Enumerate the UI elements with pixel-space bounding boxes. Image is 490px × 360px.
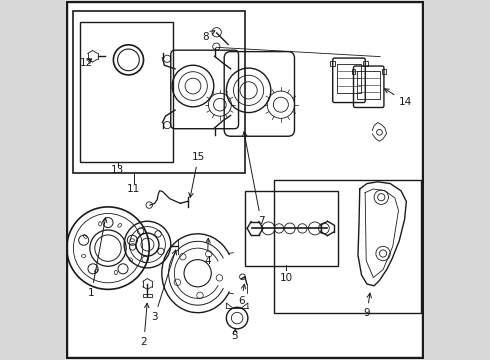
Text: 13: 13: [111, 165, 124, 175]
Bar: [69, 4, 421, 184]
Text: 6: 6: [238, 284, 246, 306]
Bar: [337, 64, 361, 93]
Bar: [80, 22, 173, 162]
Bar: [69, 184, 421, 356]
Text: 15: 15: [189, 152, 205, 197]
Text: 7: 7: [243, 132, 265, 226]
Text: 1: 1: [88, 218, 107, 298]
Text: 8: 8: [202, 31, 215, 41]
Bar: [357, 71, 380, 99]
Text: 14: 14: [385, 89, 412, 107]
Bar: [382, 69, 386, 73]
Text: 12: 12: [80, 58, 93, 68]
Bar: [364, 61, 368, 66]
Bar: [245, 191, 338, 266]
Bar: [351, 69, 355, 73]
Text: 4: 4: [204, 238, 211, 266]
Bar: [73, 12, 245, 173]
Bar: [274, 180, 421, 313]
Text: 9: 9: [364, 293, 371, 318]
Bar: [330, 61, 335, 66]
Text: 11: 11: [127, 184, 141, 194]
Text: 5: 5: [232, 328, 238, 341]
Text: 10: 10: [280, 273, 293, 283]
Text: 3: 3: [151, 250, 176, 322]
Bar: [143, 294, 152, 297]
Text: 2: 2: [141, 303, 149, 347]
